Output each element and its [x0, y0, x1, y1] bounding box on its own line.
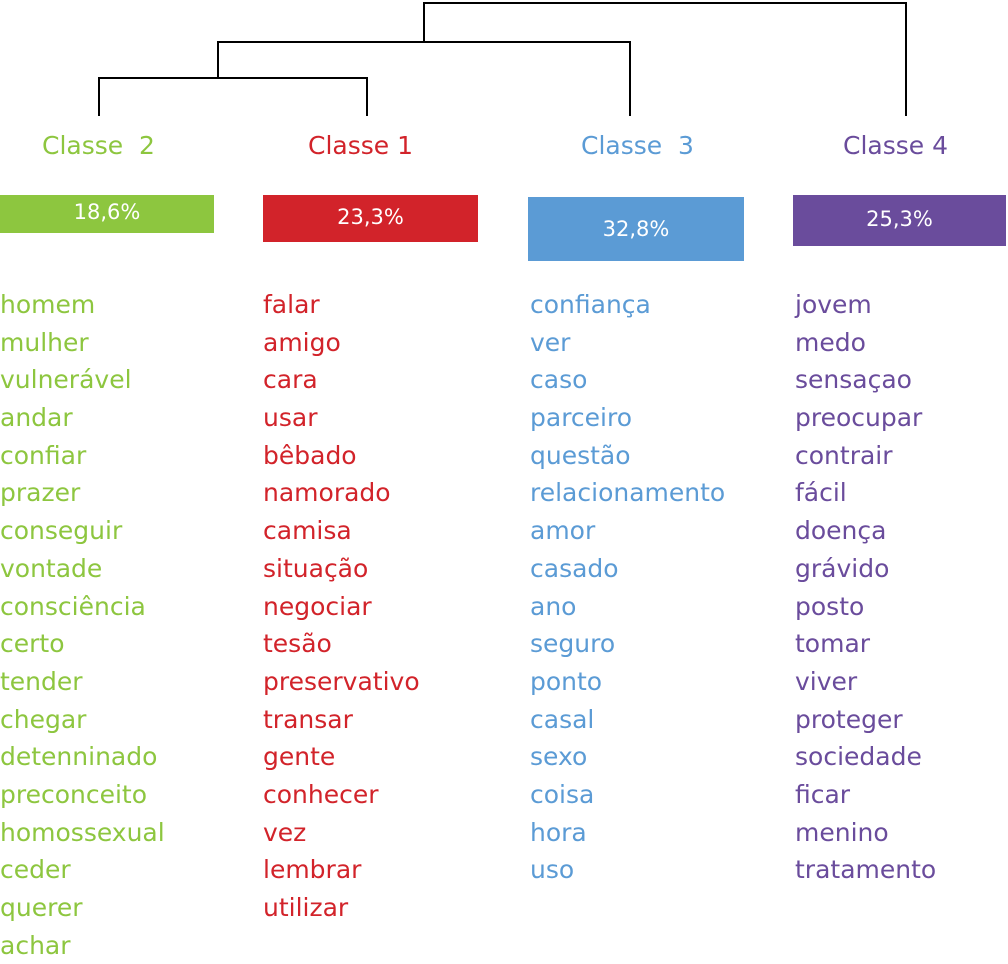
- class-word: homem: [0, 290, 96, 319]
- class-percent-bar-3: 32,8%: [528, 197, 744, 261]
- class-word: viver: [795, 666, 858, 696]
- class-word: gente: [263, 742, 336, 772]
- class-word: achar: [0, 930, 71, 960]
- class-word: falar: [263, 290, 320, 319]
- class-word: negociar: [263, 591, 372, 621]
- class-word: grávido: [795, 553, 890, 583]
- class-word: seguro: [530, 629, 616, 659]
- class-word: questão: [530, 440, 631, 470]
- class-word: conseguir: [0, 516, 123, 546]
- class-word: certo: [0, 629, 65, 659]
- class-word: vez: [263, 817, 307, 847]
- class-word: vontade: [0, 553, 103, 583]
- class-word: proteger: [795, 704, 903, 734]
- class-word: preconceito: [0, 779, 148, 809]
- class-word: jovem: [795, 290, 872, 319]
- dendrogram: [98, 2, 907, 116]
- class-word: tomar: [795, 629, 871, 659]
- class-word-list-1: falar amigo cara usar bêbado namorado camisa si…: [263, 286, 420, 927]
- class-title-4: Classe 4: [843, 131, 949, 160]
- class-word: contrair: [795, 440, 893, 470]
- class-word: prazer: [0, 478, 81, 508]
- class-word: fácil: [795, 478, 847, 508]
- class-word: sociedade: [795, 742, 922, 772]
- class-word: posto: [795, 591, 865, 621]
- class-word: namorado: [263, 478, 391, 508]
- class-word: amigo: [263, 327, 341, 357]
- class-title-1: Classe 1: [308, 131, 414, 160]
- class-percent-bar-2: 18,6%: [0, 195, 214, 233]
- class-word: detenninado: [0, 742, 158, 772]
- class-word: uso: [530, 855, 575, 885]
- class-word: ano: [530, 591, 577, 621]
- class-word: andar: [0, 403, 73, 433]
- class-percent-bar-4: 25,3%: [793, 195, 1006, 246]
- class-word: homossexual: [0, 817, 165, 847]
- class-percent-1: 23,3%: [337, 204, 404, 229]
- class-word: tratamento: [795, 855, 937, 885]
- class-word: caso: [530, 365, 588, 395]
- dendrogram-branch-class2-class1: [98, 77, 368, 116]
- class-word: coisa: [530, 779, 595, 809]
- class-word: conhecer: [263, 779, 379, 809]
- class-word: utilizar: [263, 893, 349, 922]
- class-word: situação: [263, 553, 369, 583]
- class-word: sexo: [530, 742, 588, 772]
- class-word: ficar: [795, 779, 851, 809]
- class-word: hora: [530, 817, 587, 847]
- class-word: tender: [0, 666, 83, 696]
- class-word: doença: [795, 516, 887, 546]
- class-word: menino: [795, 817, 889, 847]
- class-word-list-4: jovem medo sensaçao preocupar contrair fácil d…: [795, 286, 936, 889]
- class-word-list-3: confiança ver caso parceiro questão relaciona…: [530, 286, 725, 889]
- class-word: consciência: [0, 591, 146, 621]
- class-word: ceder: [0, 855, 71, 885]
- class-word: querer: [0, 893, 83, 922]
- class-word: chegar: [0, 704, 87, 734]
- class-word: usar: [263, 403, 318, 433]
- class-word: preservativo: [263, 666, 420, 696]
- class-word: medo: [795, 327, 866, 357]
- class-title-2: Classe 2: [42, 131, 155, 160]
- class-word: relacionamento: [530, 478, 726, 508]
- class-percent-4: 25,3%: [866, 206, 933, 231]
- class-word: lembrar: [263, 855, 362, 885]
- class-word: confiança: [530, 290, 651, 319]
- class-title-3: Classe 3: [581, 131, 694, 160]
- class-percent-2: 18,6%: [73, 200, 141, 224]
- class-word: casado: [530, 553, 619, 583]
- class-word: ponto: [530, 666, 603, 696]
- class-word-list-2: homem mulher vulnerável andar confiar prazer c…: [0, 286, 165, 964]
- class-word: parceiro: [530, 403, 633, 433]
- class-word: vulnerável: [0, 365, 132, 395]
- class-word: ver: [530, 327, 571, 357]
- class-percent-bar-1: 23,3%: [263, 195, 478, 242]
- class-word: tesão: [263, 629, 332, 659]
- class-word: sensaçao: [795, 365, 912, 395]
- class-percent-3: 32,8%: [602, 217, 670, 241]
- class-word: bêbado: [263, 440, 357, 470]
- class-word: transar: [263, 704, 353, 734]
- class-word: camisa: [263, 516, 352, 546]
- class-word: casal: [530, 704, 595, 734]
- class-word: amor: [530, 516, 596, 546]
- class-word: confiar: [0, 440, 87, 470]
- class-word: preocupar: [795, 403, 923, 433]
- class-word: cara: [263, 365, 318, 395]
- dendrogram-branch-root-class4: [423, 2, 907, 116]
- class-word: mulher: [0, 327, 89, 357]
